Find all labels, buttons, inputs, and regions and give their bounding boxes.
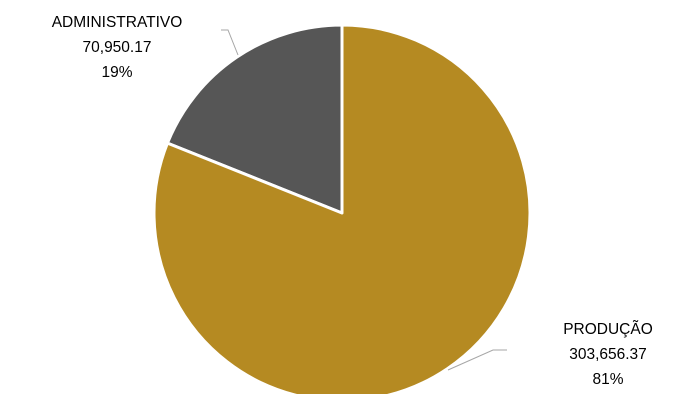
- pie-slices: [152, 23, 532, 394]
- label-administrativo-category: ADMINISTRATIVO: [52, 14, 183, 31]
- label-producao-value: 303,656.37: [569, 346, 647, 363]
- label-administrativo-value: 70,950.17: [83, 39, 152, 56]
- data-labels: ADMINISTRATIVO 70,950.17 19% PRODUÇÃO 30…: [52, 14, 653, 388]
- label-producao-category: PRODUÇÃO: [563, 321, 653, 338]
- label-administrativo-percent: 19%: [101, 64, 132, 81]
- label-producao-percent: 81%: [592, 371, 623, 388]
- leader-lines: [221, 29, 507, 371]
- pie-slice-producao: [152, 23, 532, 394]
- leader-line-producao: [447, 349, 507, 371]
- leader-line-administrativo: [221, 29, 239, 56]
- pie-slice-administrativo: [165, 23, 344, 215]
